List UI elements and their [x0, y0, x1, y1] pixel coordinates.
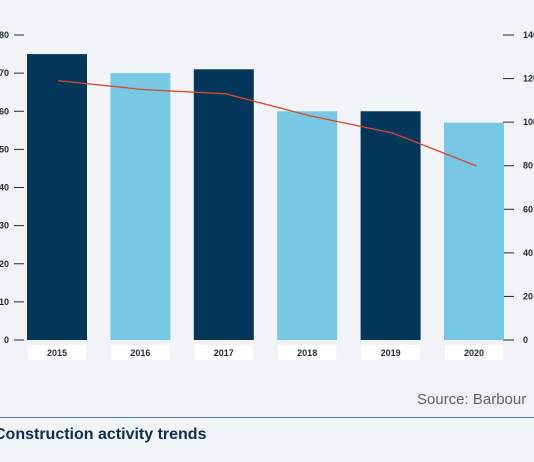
right-tick-label: 100 [523, 117, 534, 127]
category-label-2017: 2017 [214, 348, 234, 358]
right-tick-label: 20 [523, 291, 533, 301]
bar-2018 [277, 111, 338, 340]
right-tick-label: 0 [523, 335, 528, 345]
bars [27, 54, 504, 340]
category-label-box [361, 345, 420, 360]
footer-title: Construction activity trends [0, 426, 207, 443]
source-note: Source: Barbour [417, 391, 527, 408]
bar-2016 [110, 73, 171, 340]
left-tick-label: 70 [0, 68, 9, 78]
category-label-2018: 2018 [297, 348, 317, 358]
left-tick-label: 60 [0, 106, 9, 116]
right-tick-label: 80 [523, 161, 533, 171]
line-series-path [58, 80, 477, 167]
line-point-2018 [308, 114, 311, 117]
bar-2017 [193, 69, 254, 340]
category-label-box [445, 345, 503, 360]
line-series [58, 79, 477, 167]
line-point-2015 [58, 79, 60, 82]
bar-2019 [360, 111, 421, 340]
right-tick-label: 60 [523, 204, 533, 214]
left-tick-label: 80 [0, 30, 9, 40]
left-tick-label: 10 [0, 297, 9, 307]
right-tick-label: 120 [523, 74, 534, 84]
line-point-2017 [225, 93, 227, 95]
left-axis: 0 10 20 30 40 50 60 70 80 [0, 30, 24, 345]
left-tick-label: 0 [4, 335, 9, 345]
right-tick-label: 140 [523, 30, 534, 40]
line-point-2016 [141, 88, 144, 91]
category-label-box [194, 345, 253, 360]
left-tick-label: 40 [0, 183, 9, 193]
category-label-2019: 2019 [381, 348, 401, 358]
left-tick-label: 50 [0, 144, 9, 154]
category-labels: 2015 2016 2017 2018 2019 2020 [28, 345, 503, 360]
left-tick-label: 20 [0, 259, 9, 269]
line-point-2020 [475, 164, 477, 167]
category-label-2020: 2020 [464, 348, 484, 358]
category-label-box [28, 345, 86, 360]
category-label-2015: 2015 [47, 348, 67, 358]
line-point-2019 [391, 132, 394, 134]
divider [0, 417, 534, 418]
left-tick-label: 30 [0, 221, 9, 231]
right-axis: 0 20 40 60 80 100 120 140 [503, 30, 534, 345]
category-label-box [111, 345, 170, 360]
bar-2015 [27, 54, 87, 340]
category-label-2016: 2016 [130, 348, 150, 358]
category-label-box [278, 345, 337, 360]
right-tick-label: 40 [523, 248, 533, 258]
bar-2020 [444, 122, 504, 340]
